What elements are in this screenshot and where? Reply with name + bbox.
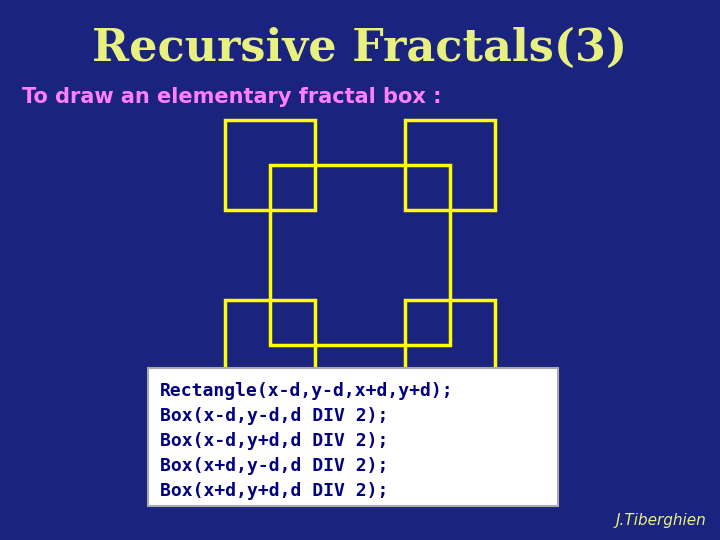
Bar [405, 300, 495, 390]
Text: Box(x-d,y+d,d DIV 2);: Box(x-d,y+d,d DIV 2); [160, 432, 388, 450]
Bar [148, 368, 558, 506]
Text: J.Tiberghien: J.Tiberghien [616, 513, 706, 528]
Bar [405, 120, 495, 210]
Text: To draw an elementary fractal box :: To draw an elementary fractal box : [22, 87, 441, 107]
Text: Box(x+d,y-d,d DIV 2);: Box(x+d,y-d,d DIV 2); [160, 457, 388, 475]
Bar [270, 165, 450, 345]
Bar [225, 120, 315, 210]
Text: Box(x-d,y-d,d DIV 2);: Box(x-d,y-d,d DIV 2); [160, 407, 388, 425]
Text: Rectangle(x-d,y-d,x+d,y+d);: Rectangle(x-d,y-d,x+d,y+d); [160, 382, 454, 400]
Text: Recursive Fractals(3): Recursive Fractals(3) [92, 26, 628, 70]
Bar [225, 300, 315, 390]
Text: Box(x+d,y+d,d DIV 2);: Box(x+d,y+d,d DIV 2); [160, 482, 388, 500]
